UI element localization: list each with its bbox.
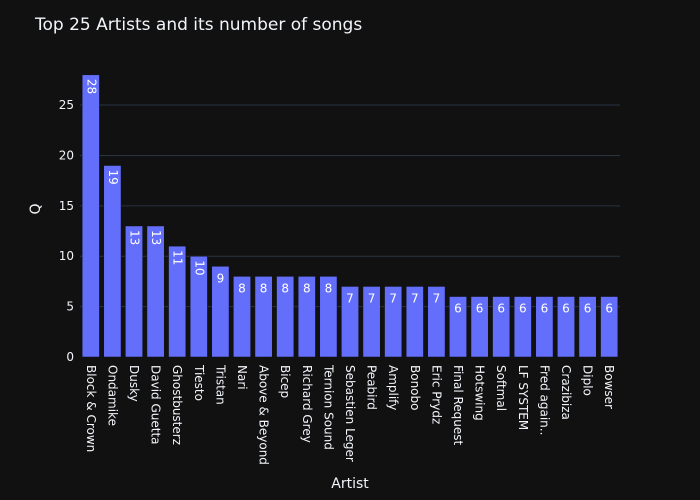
bar (405, 286, 424, 358)
bar-value-label: 13 (128, 230, 142, 245)
x-tick-label: Fred again.. (537, 365, 551, 435)
bar (297, 276, 316, 358)
chart-title: Top 25 Artists and its number of songs (34, 15, 362, 35)
bar (470, 296, 489, 358)
bar-value-label: 6 (476, 302, 484, 316)
x-tick-label: Bonobo (408, 365, 422, 410)
bar (535, 296, 554, 358)
x-tick-label: Hotswing (473, 365, 487, 421)
y-tick-label: 5 (66, 300, 74, 314)
bar-value-label: 8 (238, 281, 246, 295)
bar-value-label: 8 (303, 281, 311, 295)
y-tick-label: 15 (59, 199, 74, 213)
y-axis-title: Q (28, 203, 44, 214)
bar-value-label: 7 (433, 291, 441, 305)
bar-value-label: 8 (260, 281, 268, 295)
bar (427, 286, 446, 358)
bar (276, 276, 295, 358)
bar-value-label: 11 (171, 250, 185, 265)
bar-value-label: 6 (584, 302, 592, 316)
x-tick-label: Above & Beyond (257, 365, 271, 465)
x-tick-label: Block & Crown (84, 365, 98, 452)
bar (492, 296, 511, 358)
x-tick-label: Tristan (213, 364, 227, 405)
bar-value-label: 28 (84, 79, 98, 94)
x-tick-label: Bowser (602, 365, 616, 409)
bar (189, 255, 208, 358)
x-tick-label: Richard Grey (300, 365, 314, 443)
bar (103, 165, 122, 358)
y-tick-label: 20 (59, 148, 74, 162)
x-tick-label: Bicep (278, 365, 292, 398)
bar (211, 266, 230, 358)
x-tick-label: Eric Prydz (429, 365, 443, 424)
x-axis-title: Artist (331, 476, 369, 492)
bar-value-label: 6 (497, 302, 505, 316)
bar-value-label: 7 (389, 291, 397, 305)
bar (449, 296, 467, 358)
bar-value-label: 6 (519, 302, 527, 316)
bar (319, 276, 338, 358)
x-tick-label: LF SYSTEM (516, 365, 530, 430)
bar-value-label: 8 (281, 281, 289, 295)
y-tick-label: 10 (59, 249, 74, 263)
bar-value-label: 19 (106, 170, 120, 185)
x-tick-label: Crazibiza (559, 365, 573, 420)
bar (168, 245, 187, 358)
x-tick-label: Ondamike (105, 365, 119, 426)
bar (513, 296, 532, 358)
bar-value-label: 8 (325, 281, 333, 295)
bar-value-label: 6 (454, 302, 462, 316)
bar (125, 225, 143, 358)
x-tick-label: Sebastien Leger (343, 365, 357, 462)
bar-value-label: 7 (346, 291, 354, 305)
bar (578, 296, 597, 358)
bar (362, 286, 381, 358)
bar (254, 276, 273, 358)
bar (384, 286, 403, 358)
bar (146, 225, 165, 358)
bar-value-label: 7 (368, 291, 376, 305)
bar-value-label: 9 (217, 271, 225, 285)
x-tick-label: Amplify (386, 365, 400, 410)
x-tick-label: Tiesto (192, 364, 206, 401)
x-tick-label: Peabird (365, 365, 379, 410)
y-axis-ticks: 0 5 10 15 20 25 (59, 98, 74, 364)
bar (233, 276, 251, 358)
x-tick-label: David Guetta (149, 365, 163, 445)
bar-value-label: 13 (149, 230, 163, 245)
bar-value-label: 7 (411, 291, 419, 305)
bar (600, 296, 619, 358)
bar (341, 286, 359, 358)
bar-value-label: 10 (192, 260, 206, 275)
x-tick-label: Ghostbusterz (170, 365, 184, 445)
x-axis-ticks: Block & Crown Ondamike Dusky David Guetta Gh… (84, 364, 616, 465)
x-tick-label: Dusky (127, 365, 141, 402)
y-tick-label: 0 (66, 350, 74, 364)
bar (557, 296, 575, 358)
x-tick-label: Ternion Sound (321, 364, 335, 450)
y-tick-label: 25 (59, 98, 74, 112)
bar-value-label: 6 (541, 302, 549, 316)
x-tick-label: Softmal (494, 365, 508, 411)
x-tick-label: Final Request (451, 365, 465, 446)
bar-value-label: 6 (605, 302, 613, 316)
bar (81, 74, 100, 358)
bar-value-label: 6 (562, 302, 570, 316)
x-tick-label: Nari (235, 365, 249, 390)
x-tick-label: Diplo (581, 365, 595, 396)
bars (81, 74, 619, 358)
